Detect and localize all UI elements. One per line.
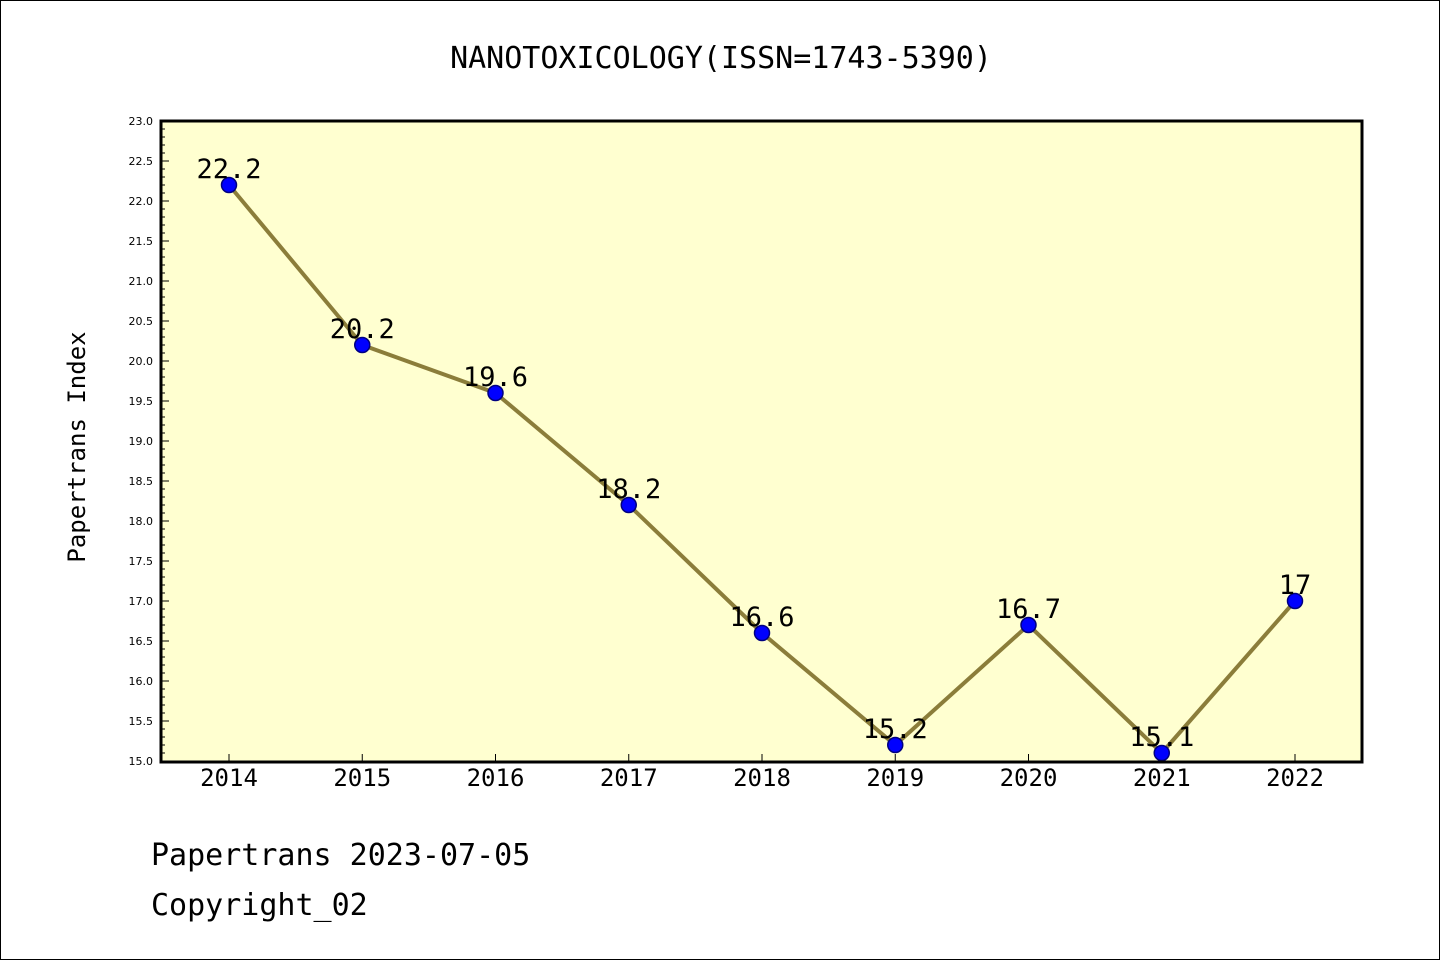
data-point (354, 336, 371, 354)
y-tick-label: 17.0 (129, 595, 154, 608)
data-point (1020, 616, 1037, 634)
y-tick-label: 21.0 (129, 275, 154, 288)
y-tick-label: 18.0 (129, 515, 154, 528)
series-markers (220, 176, 1304, 762)
data-label: 15.1 (1129, 722, 1194, 753)
y-tick-label: 15.5 (129, 715, 154, 728)
x-tick-label: 2022 (1266, 764, 1324, 792)
data-point (1286, 592, 1304, 610)
data-point (220, 176, 238, 194)
data-point (753, 624, 771, 642)
y-tick-label: 22.0 (129, 195, 154, 208)
data-label: 19.6 (463, 362, 528, 393)
x-tick-label: 2021 (1133, 764, 1191, 792)
x-tick-label: 2015 (333, 764, 391, 792)
y-tick-label: 22.5 (129, 155, 154, 168)
data-label: 18.2 (596, 474, 661, 505)
plot-area (161, 121, 1362, 762)
y-tick-label: 18.5 (129, 475, 154, 488)
x-tick-label: 2020 (1000, 764, 1058, 792)
data-label: 17 (1279, 570, 1312, 601)
y-tick-label: 20.0 (129, 355, 154, 368)
y-axis-ticks: 15.0 15.5 16.0 16.5 17.0 17.5 18.0 18.5 19.0 19.5… (129, 115, 169, 768)
y-tick-label: 16.5 (129, 635, 154, 648)
data-point (887, 736, 904, 754)
y-tick-label: 17.5 (129, 555, 154, 568)
y-tick-label: 23.0 (129, 115, 154, 128)
x-tick-label: 2017 (600, 764, 658, 792)
data-label: 15.2 (863, 714, 928, 745)
data-label: 22.2 (196, 154, 261, 185)
data-point (487, 384, 504, 402)
y-tick-label: 20.5 (129, 315, 154, 328)
data-label: 16.7 (996, 594, 1061, 625)
footer-copyright: Copyright_02 (151, 888, 368, 923)
data-label: 20.2 (330, 314, 395, 345)
data-labels: 22.2 20.2 19.6 18.2 16.6 15.2 16.7 15.1 17 (196, 154, 1311, 753)
x-tick-label: 2018 (733, 764, 791, 792)
y-tick-label: 16.0 (129, 675, 154, 688)
footer-source: Papertrans 2023-07-05 (151, 838, 530, 873)
y-tick-label: 19.0 (129, 435, 154, 448)
x-tick-label: 2019 (866, 764, 924, 792)
y-tick-label: 21.5 (129, 235, 154, 248)
y-tick-label: 15.0 (129, 755, 154, 768)
x-tick-label: 2016 (467, 764, 525, 792)
y-tick-label: 19.5 (129, 395, 154, 408)
x-tick-label: 2014 (200, 764, 258, 792)
y-axis-label: Papertrans Index (63, 331, 91, 562)
plot-frame (159, 119, 1364, 764)
data-point (620, 496, 637, 514)
data-label: 16.6 (729, 602, 794, 633)
chart-title: NANOTOXICOLOGY(ISSN=1743-5390) (450, 41, 992, 76)
